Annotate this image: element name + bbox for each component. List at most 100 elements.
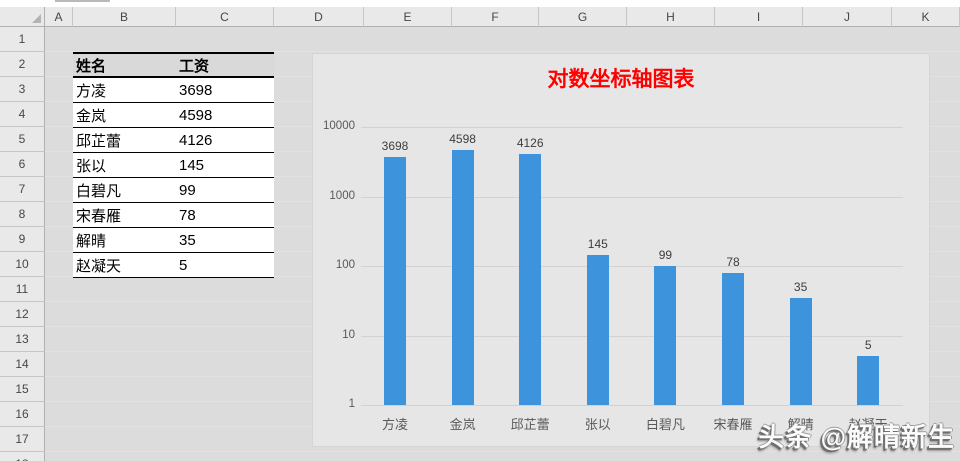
column-header-C[interactable]: C: [176, 7, 274, 27]
bar-value-label: 78: [726, 255, 740, 269]
cell-salary[interactable]: 4598: [179, 106, 213, 124]
gridline: [361, 405, 903, 406]
row-header-4[interactable]: 4: [0, 102, 45, 127]
tab-remnant: [55, 0, 110, 2]
bar[interactable]: [384, 157, 406, 405]
column-header-A[interactable]: A: [45, 7, 73, 27]
header-cell-name[interactable]: 姓名: [76, 57, 107, 75]
select-all-triangle-icon: [32, 14, 41, 23]
bar[interactable]: [451, 150, 474, 405]
salary-table-header-row: 姓名 工资: [73, 52, 274, 78]
row-header-9[interactable]: 9: [0, 227, 45, 252]
table-row: 解晴 35: [73, 228, 274, 253]
gridline: [361, 127, 903, 128]
row-header-7[interactable]: 7: [0, 177, 45, 202]
category-label: 金岚: [449, 417, 476, 432]
cell-salary[interactable]: 3698: [179, 81, 213, 99]
row-header-2[interactable]: 2: [0, 52, 45, 77]
cell-name[interactable]: 方凌: [76, 82, 107, 100]
bar-value-label: 99: [658, 248, 673, 262]
cell-name[interactable]: 邱芷蕾: [76, 132, 122, 150]
row-header-15[interactable]: 15: [0, 377, 45, 402]
table-row: 宋春雁 78: [73, 203, 274, 228]
table-row: 张以 145: [73, 153, 274, 178]
column-header-E[interactable]: E: [364, 7, 452, 27]
table-row: 白碧凡 99: [73, 178, 274, 203]
y-axis-tick-label: 1: [348, 398, 355, 410]
bar[interactable]: [586, 255, 609, 405]
salary-table: 姓名 工资 方凌 3698 金岚 4598 邱芷蕾 4126 张以 145 白碧凡 99 宋春雁 78…: [73, 52, 274, 278]
bar[interactable]: [519, 154, 542, 405]
row-header-18[interactable]: 18: [0, 452, 45, 461]
bar[interactable]: [789, 298, 812, 405]
cell-name[interactable]: 白碧凡: [76, 182, 122, 200]
salary-table-body: 方凌 3698 金岚 4598 邱芷蕾 4126 张以 145 白碧凡 99 宋春雁 78 解晴 35 赵凝…: [73, 78, 274, 278]
column-header-I[interactable]: I: [715, 7, 803, 27]
bar-value-label: 3698: [381, 139, 409, 153]
column-header-H[interactable]: H: [627, 7, 715, 27]
gridline: [361, 335, 903, 337]
bar-value-label: 4598: [449, 132, 476, 146]
category-label: 白碧凡: [645, 417, 685, 432]
column-header-G[interactable]: G: [539, 7, 627, 27]
category-label: 张以: [584, 417, 611, 432]
column-header-J[interactable]: J: [803, 7, 892, 27]
row-header-6[interactable]: 6: [0, 152, 45, 177]
column-header-B[interactable]: B: [73, 7, 176, 27]
row-header-3[interactable]: 3: [0, 77, 45, 102]
cell-name[interactable]: 张以: [76, 157, 107, 175]
row-header-16[interactable]: 16: [0, 402, 45, 427]
bar-value-label: 35: [793, 280, 808, 294]
table-row: 方凌 3698: [73, 78, 274, 103]
category-label: 宋春雁: [713, 417, 753, 432]
row-header-14[interactable]: 14: [0, 352, 45, 377]
category-label: 赵凝天: [848, 417, 888, 432]
row-header-5[interactable]: 5: [0, 127, 45, 152]
gridline: [361, 266, 903, 267]
cell-name[interactable]: 金岚: [76, 107, 107, 125]
column-header-K[interactable]: K: [892, 7, 960, 27]
y-axis-tick-label: 10: [342, 328, 355, 341]
row-header-12[interactable]: 12: [0, 302, 45, 327]
column-header-D[interactable]: D: [274, 7, 364, 27]
select-all-corner[interactable]: [0, 7, 45, 27]
cell-salary[interactable]: 99: [179, 181, 196, 199]
bar-value-label: 4126: [516, 136, 544, 150]
watermark: 头条 @解晴新生: [758, 422, 955, 452]
row-header-1[interactable]: 1: [0, 27, 45, 52]
bar[interactable]: [722, 273, 744, 405]
table-row: 金岚 4598: [73, 103, 274, 128]
category-label: 解晴: [787, 417, 814, 432]
y-axis-tick-label: 10000: [323, 120, 355, 132]
cell-salary[interactable]: 78: [179, 206, 196, 224]
bar-value-label: 5: [864, 338, 872, 352]
row-header-10[interactable]: 10: [0, 252, 45, 277]
y-axis-tick-label: 1000: [329, 189, 355, 202]
row-header-13[interactable]: 13: [0, 327, 45, 352]
cell-name[interactable]: 宋春雁: [76, 207, 122, 225]
gridline: [361, 196, 903, 198]
row-header-8[interactable]: 8: [0, 202, 45, 227]
column-header-F[interactable]: F: [452, 7, 539, 27]
row-headers: 123456789101112131415161718: [0, 27, 45, 461]
table-row: 邱芷蕾 4126: [73, 128, 274, 153]
y-axis-tick-label: 100: [335, 259, 355, 271]
cell-salary[interactable]: 5: [179, 256, 188, 274]
log-axis-chart[interactable]: 对数坐标轴图表 10000 1000 100 10 1 3698 方凌 4598 金岚 4126 邱…: [312, 53, 930, 447]
cell-salary[interactable]: 4126: [179, 131, 213, 149]
cell-name[interactable]: 赵凝天: [76, 257, 122, 275]
category-label: 邱芷蕾: [510, 417, 550, 432]
chart-title: 对数坐标轴图表: [547, 68, 695, 91]
top-strip: [0, 0, 960, 7]
table-row: 赵凝天 5: [73, 253, 274, 278]
category-label: 方凌: [381, 417, 408, 432]
bar[interactable]: [857, 356, 880, 405]
cell-name[interactable]: 解晴: [76, 232, 107, 250]
bar[interactable]: [654, 266, 677, 405]
bar-value-label: 145: [587, 237, 608, 251]
row-header-17[interactable]: 17: [0, 427, 45, 452]
cell-salary[interactable]: 35: [179, 231, 196, 249]
row-header-11[interactable]: 11: [0, 277, 45, 302]
cell-salary[interactable]: 145: [179, 156, 205, 174]
header-cell-salary[interactable]: 工资: [179, 57, 210, 75]
